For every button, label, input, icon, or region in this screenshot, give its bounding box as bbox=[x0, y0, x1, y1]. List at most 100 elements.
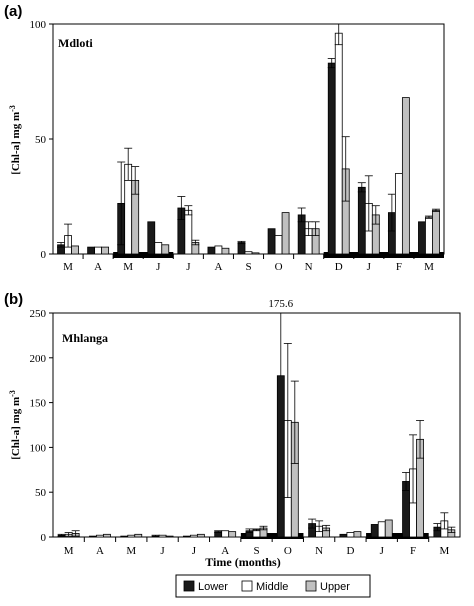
bar-upper bbox=[161, 244, 170, 255]
plot-frame bbox=[52, 312, 461, 538]
bar-upper bbox=[432, 209, 440, 255]
x-tick-label: N bbox=[315, 545, 323, 557]
bar-lower bbox=[207, 246, 216, 255]
panel-a-chart: 0 50 100 M A M J J A S O N D J F M bbox=[30, 19, 445, 273]
bar-middle bbox=[221, 530, 230, 538]
bar-middle bbox=[274, 235, 283, 255]
legend-swatch-middle bbox=[241, 580, 253, 592]
x-tick-label: S bbox=[253, 545, 259, 557]
y-tick-label: 100 bbox=[30, 19, 47, 31]
x-tick-label: D bbox=[335, 261, 343, 273]
bar-upper bbox=[281, 212, 290, 255]
panel-b-chart: 0 50 100 150 200 250 M A M J J A S O N D J F M 175.6 bbox=[30, 298, 461, 557]
bar-upper bbox=[221, 247, 230, 255]
svg-text:[Chl-a] mg m-3: [Chl-a] mg m-3 bbox=[8, 390, 22, 460]
bar-middle bbox=[127, 534, 136, 538]
bar-upper bbox=[103, 533, 111, 538]
bar-upper bbox=[401, 97, 410, 255]
x-tick-label: S bbox=[245, 261, 251, 273]
svg-text:[Chl-a] mg m-3: [Chl-a] mg m-3 bbox=[8, 105, 22, 175]
annotation-label: 175.6 bbox=[268, 298, 293, 310]
x-tick-label: M bbox=[126, 545, 136, 557]
x-tick-label: M bbox=[64, 545, 74, 557]
bar-upper bbox=[134, 533, 143, 538]
x-tick-label: J bbox=[186, 261, 191, 273]
bar-upper bbox=[384, 519, 393, 538]
x-axis-period-band bbox=[240, 533, 304, 539]
panel-b-label: (b) bbox=[4, 291, 23, 308]
x-tick-label: F bbox=[396, 261, 402, 273]
bar-middle bbox=[184, 209, 193, 255]
x-tick-label: M bbox=[439, 545, 449, 557]
x-axis-label: Time (months) bbox=[205, 555, 280, 569]
x-tick-label: A bbox=[96, 545, 104, 557]
y-tick-label: 50 bbox=[35, 487, 47, 499]
bar-lower bbox=[87, 246, 96, 255]
bar-middle bbox=[94, 246, 103, 255]
bar-lower bbox=[276, 375, 285, 538]
bar-lower bbox=[267, 228, 276, 255]
bar-lower bbox=[418, 221, 426, 255]
x-tick-label: M bbox=[123, 261, 133, 273]
x-tick-label: J bbox=[160, 545, 165, 557]
bar-middle bbox=[425, 216, 433, 255]
bar-middle bbox=[158, 534, 167, 538]
x-tick-label: J bbox=[367, 261, 372, 273]
y-tick-label: 250 bbox=[30, 308, 47, 320]
bar-middle bbox=[244, 251, 253, 255]
bar-middle bbox=[189, 534, 198, 538]
legend-swatch-lower bbox=[183, 580, 195, 592]
x-tick-label: J bbox=[192, 545, 197, 557]
x-tick-label: F bbox=[410, 545, 416, 557]
legend: Lower Middle Upper bbox=[175, 574, 371, 598]
legend-swatch-upper bbox=[305, 580, 317, 592]
x-tick-label: J bbox=[380, 545, 385, 557]
panel-a-site-label: Mdloti bbox=[58, 36, 93, 50]
x-tick-label: O bbox=[284, 545, 292, 557]
bar-upper bbox=[165, 535, 174, 538]
y-tick-label: 200 bbox=[30, 353, 47, 365]
x-tick-label: N bbox=[305, 261, 313, 273]
legend-label-upper: Upper bbox=[320, 581, 350, 593]
panel-b-site-label: Mhlanga bbox=[62, 331, 108, 345]
bar-middle bbox=[394, 173, 403, 255]
x-tick-label: A bbox=[214, 261, 222, 273]
x-axis-period-band bbox=[366, 533, 429, 539]
bar-middle bbox=[346, 532, 355, 538]
y-tick-label: 100 bbox=[30, 442, 47, 454]
bar-upper bbox=[228, 531, 237, 538]
panel-a-ylabel: [Chl-a] mg m-3 bbox=[8, 105, 22, 175]
bar-lower bbox=[182, 535, 191, 538]
bar-middle bbox=[96, 534, 104, 538]
x-tick-label: M bbox=[63, 261, 73, 273]
bar-lower bbox=[120, 535, 129, 538]
legend-label-middle: Middle bbox=[256, 581, 288, 593]
bar-middle bbox=[334, 32, 343, 255]
bar-lower bbox=[370, 524, 379, 538]
y-tick-label: 0 bbox=[41, 532, 47, 544]
bar-lower bbox=[237, 242, 246, 255]
bar-lower bbox=[357, 186, 366, 255]
bar-lower bbox=[339, 533, 348, 538]
y-tick-label: 150 bbox=[30, 398, 47, 410]
y-tick-label: 50 bbox=[35, 134, 47, 146]
bar-upper bbox=[71, 245, 79, 255]
x-tick-label: D bbox=[346, 545, 354, 557]
bar-middle bbox=[154, 242, 163, 255]
x-tick-label: M bbox=[424, 261, 434, 273]
legend-label-lower: Lower bbox=[198, 581, 228, 593]
plot-frame bbox=[52, 23, 445, 255]
bar-lower bbox=[89, 535, 97, 538]
bar-lower bbox=[147, 221, 156, 255]
x-tick-label: A bbox=[221, 545, 229, 557]
panel-a-label: (a) bbox=[4, 3, 22, 20]
bar-lower bbox=[327, 62, 336, 255]
x-tick-label: O bbox=[275, 261, 283, 273]
bar-middle bbox=[214, 245, 223, 255]
panel-b-ylabel: [Chl-a] mg m-3 bbox=[8, 390, 22, 460]
y-tick-label: 0 bbox=[41, 249, 47, 261]
x-tick-label: J bbox=[156, 261, 161, 273]
x-tick-label: A bbox=[94, 261, 102, 273]
bar-middle bbox=[377, 521, 386, 538]
